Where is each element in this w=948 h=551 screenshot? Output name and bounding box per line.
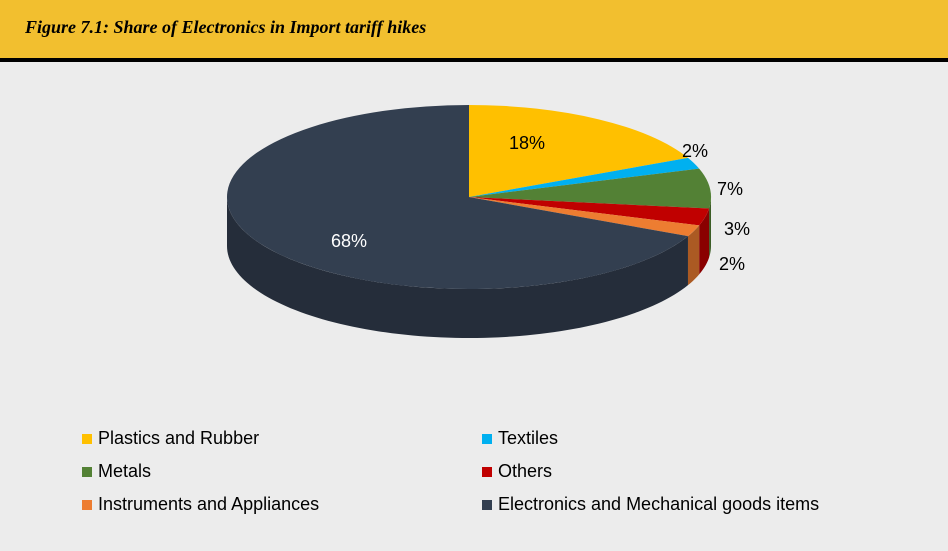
header-divider: [0, 58, 948, 62]
legend-label-4: Instruments and Appliances: [98, 494, 320, 514]
pie-chart: 18% 2% 7% 3% 2% 68%: [226, 105, 750, 338]
pie-slice-0: [469, 105, 688, 197]
legend-swatch-4: [82, 499, 92, 510]
legend-label-1: Textiles: [498, 428, 559, 448]
legend-swatch-3: [482, 466, 492, 477]
data-label-5: 68%: [331, 231, 367, 251]
legend-swatch-0: [82, 433, 92, 444]
legend-swatch-2: [82, 466, 92, 477]
data-label-1: 2%: [682, 141, 708, 161]
data-label-0: 18%: [509, 133, 545, 153]
data-label-3: 3%: [724, 219, 750, 239]
pie-side-3: [699, 208, 710, 275]
legend-item-1: Textiles: [482, 428, 558, 449]
pie-side-4: [687, 225, 700, 286]
legend-label-5: Electronics and Mechanical goods items: [498, 494, 820, 514]
legend-item-0: Plastics and Rubber: [82, 428, 259, 449]
legend-item-3: Others: [482, 461, 552, 482]
pie-side-5: [227, 197, 688, 338]
figure-title: Figure 7.1: Share of Electronics in Impo…: [25, 17, 427, 37]
legend-swatch-1: [482, 433, 492, 444]
pie-slice-2: [469, 168, 711, 209]
data-label-2: 7%: [717, 179, 743, 199]
legend-item-2: Metals: [82, 461, 151, 482]
legend-item-4: Instruments and Appliances: [82, 494, 319, 515]
pie-slice-1: [469, 157, 700, 197]
legend-label-3: Others: [498, 461, 553, 481]
data-label-4: 2%: [719, 254, 745, 274]
legend-item-5: Electronics and Mechanical goods items: [482, 494, 819, 515]
legend-label-2: Metals: [98, 461, 152, 481]
pie-slice-4: [469, 197, 700, 237]
pie-slice-3: [469, 197, 710, 226]
pie-slice-5: [226, 105, 688, 289]
figure-header: Figure 7.1: Share of Electronics in Impo…: [0, 0, 948, 58]
legend-label-0: Plastics and Rubber: [98, 428, 260, 448]
pie-side-2: [709, 197, 711, 258]
legend-swatch-5: [482, 499, 492, 510]
